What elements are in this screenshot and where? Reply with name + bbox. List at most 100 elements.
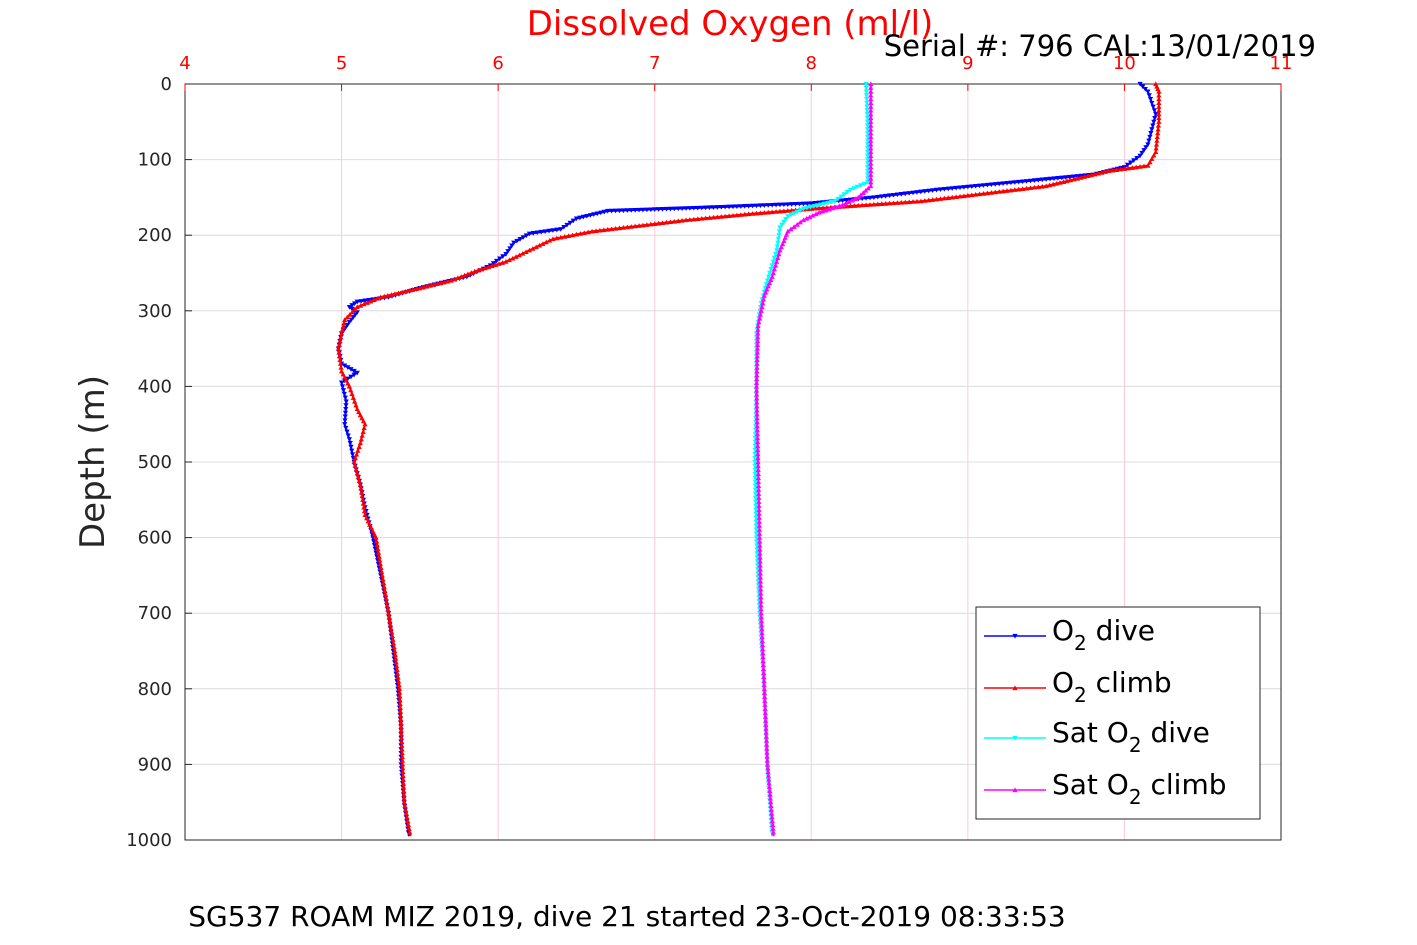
data-point-sat_dive (753, 531, 760, 537)
data-point-sat_climb (758, 598, 764, 604)
data-point-o2_climb (573, 231, 580, 237)
data-point-sat_climb (757, 566, 763, 572)
data-point-o2_climb (710, 214, 717, 220)
data-point-sat_dive (763, 282, 770, 287)
data-point-o2_climb (695, 216, 701, 222)
data-point-o2_climb (354, 304, 360, 310)
data-point-o2_climb (1133, 164, 1139, 170)
data-point-o2_climb (397, 708, 404, 714)
data-point-sat_climb (754, 411, 760, 417)
data-point-o2_dive (980, 183, 987, 188)
data-point-sat_climb (868, 126, 874, 132)
data-point-o2_climb (451, 276, 458, 282)
data-point-sat_dive (754, 559, 761, 565)
data-point-o2_dive (345, 433, 351, 439)
data-point-o2_climb (1016, 186, 1022, 192)
data-point-o2_dive (910, 190, 916, 196)
data-point-o2_dive (373, 550, 379, 556)
data-point-o2_dive (753, 203, 760, 209)
data-point-sat_climb (755, 327, 761, 332)
data-point-sat_climb (797, 219, 803, 225)
data-point-o2_climb (424, 283, 430, 289)
data-point-sat_climb (800, 217, 807, 223)
data-point-o2_climb (399, 739, 405, 744)
data-point-sat_climb (776, 251, 782, 257)
data-point-o2_climb (910, 199, 916, 204)
data-point-o2_climb (374, 538, 380, 544)
data-point-sat_climb (868, 145, 874, 151)
data-point-sat_climb (760, 654, 766, 660)
data-point-o2_dive (691, 205, 697, 211)
data-point-sat_climb (777, 247, 783, 253)
data-point-sat_dive (865, 131, 871, 136)
data-point-o2_climb (636, 223, 642, 228)
data-point-sat_climb (759, 626, 765, 632)
data-point-o2_dive (746, 203, 752, 209)
data-point-o2_climb (394, 667, 400, 672)
data-point-sat_climb (761, 674, 767, 679)
data-point-o2_dive (969, 184, 975, 190)
data-point-sat_climb (840, 202, 846, 208)
data-point-o2_climb (356, 478, 362, 483)
legend: O2 dive O2 climb Sat O2 dive Sat O2 climb (975, 606, 1261, 820)
data-point-sat_climb (757, 538, 763, 544)
data-point-o2_climb (410, 287, 416, 292)
data-point-o2_climb (353, 402, 359, 408)
data-point-o2_dive (992, 182, 998, 187)
data-point-o2_dive (346, 320, 352, 325)
data-point-sat_climb (758, 582, 764, 588)
data-point-o2_dive (1055, 176, 1061, 181)
data-point-sat_climb (759, 642, 766, 648)
data-point-sat_dive (753, 535, 760, 541)
data-point-o2_dive (520, 235, 526, 240)
data-point-o2_dive (793, 201, 799, 207)
x-tick-label: 4 (179, 53, 190, 74)
data-point-o2_dive (714, 205, 720, 210)
data-point-o2_climb (996, 189, 1002, 194)
data-point-sat_dive (754, 539, 760, 545)
data-point-o2_climb (1081, 174, 1088, 179)
y-tick-label: 500 (138, 452, 172, 473)
data-point-o2_climb (358, 436, 364, 442)
data-point-o2_climb (749, 211, 756, 216)
data-point-o2_climb (1000, 188, 1006, 194)
data-point-sat_climb (757, 315, 763, 321)
data-point-o2_climb (671, 218, 677, 224)
data-point-o2_dive (343, 399, 349, 405)
data-point-sat_climb (757, 546, 763, 552)
data-point-o2_climb (338, 334, 344, 340)
data-point-o2_dive (706, 205, 713, 211)
data-point-sat_dive (847, 187, 854, 193)
data-point-o2_dive (1008, 180, 1014, 186)
data-point-o2_climb (382, 591, 389, 597)
data-point-sat_climb (823, 207, 829, 213)
data-point-sat_dive (755, 563, 761, 569)
data-point-o2_climb (516, 252, 522, 258)
data-point-sat_climb (754, 391, 760, 397)
data-point-sat_climb (868, 122, 874, 128)
data-point-o2_dive (523, 233, 529, 239)
data-point-o2_climb (667, 219, 673, 225)
data-point-o2_climb (863, 202, 869, 208)
data-point-o2_climb (338, 364, 344, 370)
data-point-sat_climb (761, 293, 767, 298)
data-point-o2_climb (941, 195, 947, 201)
y-tick-label: 100 (138, 150, 172, 171)
data-point-o2_dive (1000, 181, 1006, 187)
data-point-o2_climb (886, 200, 893, 206)
data-point-o2_climb (1149, 156, 1155, 161)
data-point-o2_climb (1156, 92, 1162, 98)
data-point-o2_dive (347, 441, 353, 446)
data-point-o2_dive (1039, 177, 1045, 183)
data-point-o2_climb (380, 576, 386, 582)
data-point-sat_dive (851, 186, 857, 191)
data-point-o2_climb (485, 264, 492, 270)
data-point-sat_climb (754, 395, 760, 401)
data-point-o2_dive (349, 452, 356, 458)
data-point-o2_climb (761, 210, 767, 215)
data-point-o2_climb (461, 272, 468, 278)
data-point-o2_dive (344, 429, 350, 435)
data-point-o2_climb (398, 735, 405, 741)
legend-label-sat_climb: Sat O2 climb (1052, 768, 1227, 809)
data-point-o2_climb (506, 257, 512, 263)
